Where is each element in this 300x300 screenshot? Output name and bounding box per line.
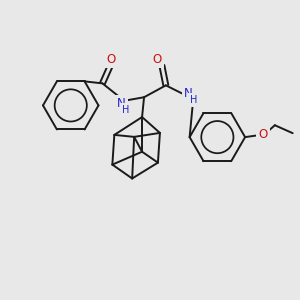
Text: N: N [117, 97, 126, 110]
Text: N: N [184, 87, 193, 100]
Text: O: O [258, 128, 268, 141]
Text: H: H [190, 95, 197, 105]
Text: O: O [107, 53, 116, 66]
Text: O: O [152, 53, 162, 66]
Text: H: H [122, 105, 129, 115]
